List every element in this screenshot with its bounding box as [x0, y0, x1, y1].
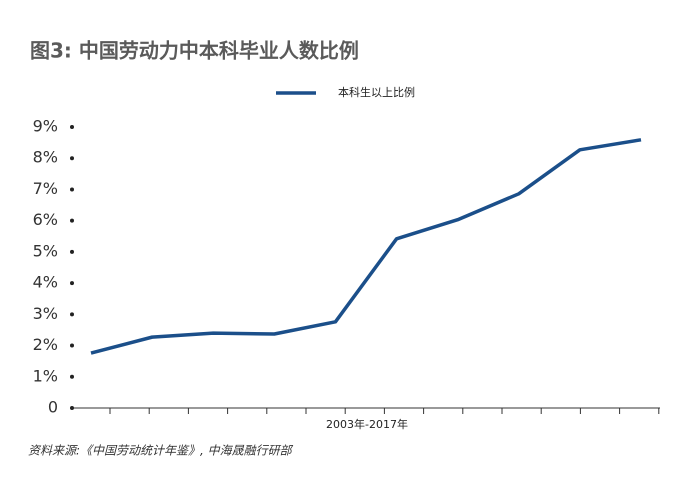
data-line [90, 138, 642, 355]
y-tick-label: 5% [33, 241, 58, 260]
y-tick-label: 4% [33, 273, 58, 292]
x-axis-label: 2003年-2017年 [326, 417, 408, 431]
y-tick-mark [70, 343, 74, 348]
y-tick-mark [70, 125, 74, 129]
legend-label: 本科生以上比例 [338, 85, 415, 99]
y-tick-label: 3% [33, 304, 58, 323]
y-tick-mark [70, 281, 74, 286]
y-tick-mark [70, 156, 74, 161]
y-tick-mark [70, 312, 74, 317]
source-note: 资料来源:《中国劳动统计年鉴》, 中海晟融行研部 [28, 444, 294, 458]
y-tick-label: 6% [33, 210, 58, 229]
y-tick-mark [70, 218, 74, 223]
y-tick-label: 0 [48, 398, 58, 417]
y-tick-label: 8% [33, 148, 58, 167]
y-tick-mark [70, 406, 74, 410]
y-tick-label: 1% [33, 366, 58, 385]
y-tick-mark [70, 374, 74, 379]
y-tick-label: 9% [33, 117, 58, 136]
chart-title: 图3: 中国劳动力中本科毕业人数比例 [30, 39, 359, 63]
y-tick-label: 2% [33, 335, 58, 354]
y-tick-label: 7% [33, 179, 58, 198]
y-tick-mark [70, 187, 74, 192]
y-tick-mark [70, 249, 74, 254]
